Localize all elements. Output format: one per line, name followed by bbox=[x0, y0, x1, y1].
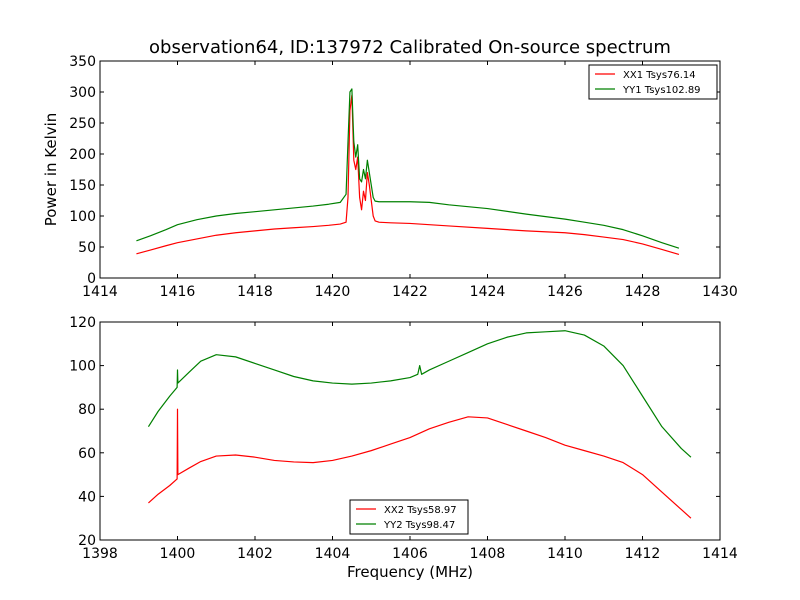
y-tick-label: 350 bbox=[69, 54, 96, 70]
y-tick-label: 300 bbox=[69, 85, 96, 101]
y-tick-label: 200 bbox=[69, 147, 96, 163]
x-tick-label: 1408 bbox=[470, 546, 506, 562]
x-tick-label: 1412 bbox=[625, 546, 661, 562]
legend-box bbox=[349, 499, 469, 535]
x-tick-label: 1410 bbox=[547, 546, 583, 562]
y-tick-label: 20 bbox=[78, 533, 96, 549]
x-tick-label: 1400 bbox=[160, 546, 196, 562]
x-tick-label: 1402 bbox=[237, 546, 273, 562]
legend-entry: XX2 Tsys58.97 bbox=[384, 505, 457, 516]
x-tick-label: 1406 bbox=[392, 546, 428, 562]
legend-entry: XX1 Tsys76.14 bbox=[623, 70, 696, 81]
x-tick-label: 1426 bbox=[547, 284, 583, 300]
x-tick-label: 1430 bbox=[702, 284, 738, 300]
top-spectrum-panel: 1414 1416 1418 1420 1422 1424 1426 1428 1430 0 50 1… bbox=[42, 54, 738, 300]
x-tick-label: 1416 bbox=[160, 284, 196, 300]
y-tick-label: 120 bbox=[69, 315, 96, 331]
legend-entry: YY1 Tsys102.89 bbox=[622, 85, 701, 96]
y-tick-label: 150 bbox=[69, 178, 96, 194]
series-line-2-2 bbox=[147, 330, 692, 458]
x-tick-label: 1422 bbox=[392, 284, 428, 300]
y-tick-label: 250 bbox=[69, 116, 96, 132]
y-axis-label: Power in Kelvin bbox=[42, 113, 60, 227]
y-tick-label: 100 bbox=[69, 209, 96, 225]
x-axis-label: Frequency (MHz) bbox=[347, 563, 473, 581]
series-line-2-1 bbox=[148, 408, 692, 519]
x-tick-label: 1420 bbox=[315, 284, 351, 300]
series-line-1-1 bbox=[136, 94, 680, 256]
legend-box bbox=[588, 64, 718, 100]
y-tick-label: 80 bbox=[78, 402, 96, 418]
x-tick-label: 1414 bbox=[82, 284, 118, 300]
x-tick-label: 1404 bbox=[315, 546, 351, 562]
y-tick-label: 0 bbox=[87, 271, 96, 287]
y-tick-label: 100 bbox=[69, 359, 96, 375]
legend-entry: YY2 Tsys98.47 bbox=[383, 520, 455, 531]
x-tick-label: 1424 bbox=[470, 284, 506, 300]
series-line-1-2 bbox=[136, 88, 680, 249]
y-tick-label: 50 bbox=[78, 240, 96, 256]
x-tick-label: 1414 bbox=[702, 546, 738, 562]
y-tick-label: 40 bbox=[78, 489, 96, 505]
bottom-spectrum-panel: 1398 1400 1402 1404 1406 1408 1410 1412 1414 20 40… bbox=[69, 315, 738, 581]
x-tick-label: 1418 bbox=[237, 284, 273, 300]
x-tick-label: 1398 bbox=[82, 546, 118, 562]
figure-title: observation64, ID:137972 Calibrated On-s… bbox=[149, 37, 671, 58]
x-tick-label: 1428 bbox=[625, 284, 661, 300]
y-tick-label: 60 bbox=[78, 446, 96, 462]
